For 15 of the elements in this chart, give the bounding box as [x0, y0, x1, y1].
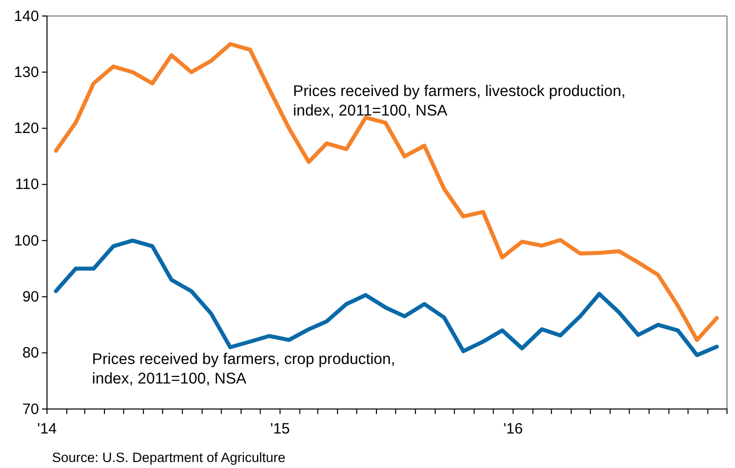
series-label: Prices received by farmers, crop production, index, 2011=100, NSA — [92, 351, 396, 388]
source-note: Source: U.S. Department of Agriculture — [52, 450, 286, 465]
y-tick-label: 80 — [22, 344, 39, 362]
y-tick-label: 110 — [15, 176, 39, 194]
y-tick-label: 130 — [14, 64, 39, 81]
x-tick-label: '16 — [503, 420, 523, 438]
y-tick-label: 90 — [22, 288, 39, 306]
x-tick-label: '14 — [37, 420, 57, 438]
y-tick-label: 100 — [14, 232, 39, 250]
series-label: Prices received by farmers, livestock production, index, 2011=100, NSA — [293, 83, 626, 120]
y-tick-label: 120 — [14, 120, 39, 138]
y-tick-label: 70 — [22, 400, 39, 418]
y-tick-label: 140 — [14, 8, 39, 25]
line-series — [54, 42, 719, 342]
x-tick-label: '15 — [270, 420, 290, 438]
